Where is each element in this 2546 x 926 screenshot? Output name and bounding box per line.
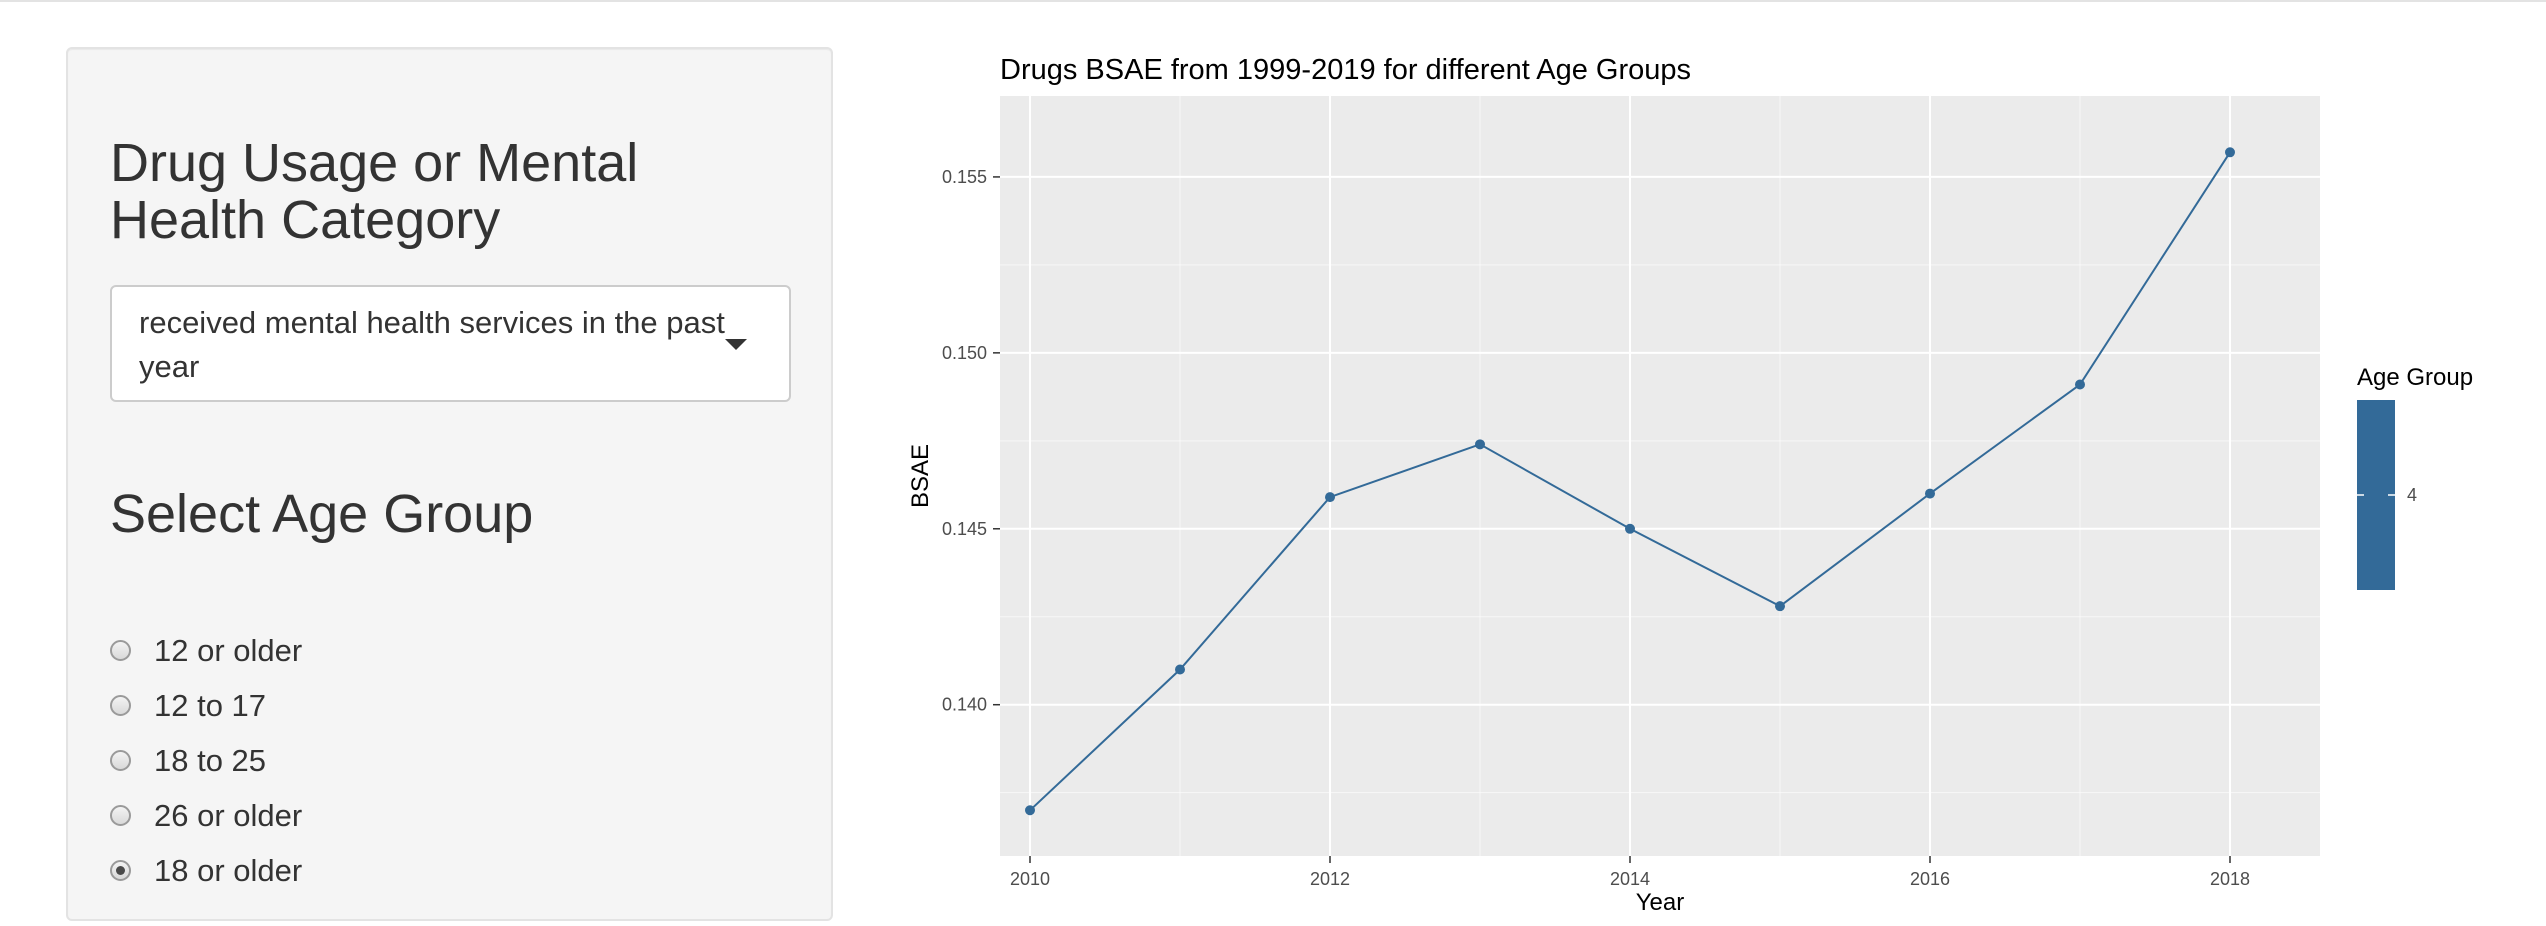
top-divider — [0, 0, 2546, 2]
sidebar-panel: Drug Usage or Mental Health Category rec… — [66, 47, 833, 921]
line-chart: Drugs BSAE from 1999-2019 for different … — [907, 54, 2473, 916]
grid-minor — [1000, 96, 2320, 856]
axis-ticks — [993, 176, 2231, 863]
category-title: Drug Usage or Mental Health Category — [110, 133, 639, 250]
radio-option-26-or-older[interactable]: 26 or older — [110, 794, 510, 840]
plot-panel — [1000, 96, 2320, 856]
grid-major — [1000, 96, 2320, 856]
radio-button-selected[interactable] — [110, 860, 131, 881]
age-group-title: Select Age Group — [110, 484, 534, 544]
legend-label: 4 — [2407, 485, 2417, 505]
tick-labels: 2010 2012 2014 2016 2018 0.140 0.145 0.150 0.155 — [942, 167, 2250, 889]
radio-button[interactable] — [110, 695, 131, 716]
radio-button[interactable] — [110, 640, 131, 661]
caret-down-icon — [725, 339, 747, 350]
radio-label: 18 to 25 — [154, 743, 267, 778]
radio-label: 12 to 17 — [154, 688, 267, 723]
x-axis-title: Year — [1636, 889, 1685, 916]
y-axis-title: BSAE — [907, 444, 934, 508]
radio-label: 12 or older — [154, 633, 303, 668]
y-tick-label: 0.145 — [942, 519, 987, 539]
radio-option-12-or-older[interactable]: 12 or older — [110, 629, 510, 675]
radio-label: 26 or older — [154, 798, 303, 833]
y-tick-label: 0.140 — [942, 695, 987, 715]
radio-button[interactable] — [110, 805, 131, 826]
data-point — [1175, 664, 1185, 675]
radio-button[interactable] — [110, 750, 131, 771]
x-tick-label: 2010 — [1010, 869, 1050, 889]
radio-option-18-to-25[interactable]: 18 to 25 — [110, 739, 510, 785]
data-point — [1475, 439, 1485, 450]
data-point — [1025, 805, 1035, 816]
data-point — [1325, 492, 1335, 503]
radio-label: 18 or older — [154, 853, 303, 888]
data-point — [1625, 523, 1635, 534]
data-point — [2075, 379, 2085, 390]
data-point — [1925, 488, 1935, 499]
chart-title: Drugs BSAE from 1999-2019 for different … — [1000, 54, 1691, 86]
y-tick-label: 0.150 — [942, 343, 987, 363]
x-tick-label: 2012 — [1310, 869, 1350, 889]
category-select[interactable]: received mental health services in the p… — [110, 285, 791, 402]
x-tick-label: 2018 — [2210, 869, 2250, 889]
data-point — [1775, 601, 1785, 612]
radio-option-18-or-older[interactable]: 18 or older — [110, 849, 510, 895]
y-tick-label: 0.155 — [942, 167, 987, 187]
category-select-value: received mental health services in the p… — [139, 305, 725, 384]
series-group — [1025, 147, 2235, 816]
legend-title: Age Group — [2357, 364, 2473, 391]
x-tick-label: 2016 — [1910, 869, 1950, 889]
radio-option-12-to-17[interactable]: 12 to 17 — [110, 684, 510, 730]
legend: Age Group 4 — [2357, 364, 2473, 590]
x-tick-label: 2014 — [1610, 869, 1650, 889]
data-point — [2225, 147, 2235, 158]
